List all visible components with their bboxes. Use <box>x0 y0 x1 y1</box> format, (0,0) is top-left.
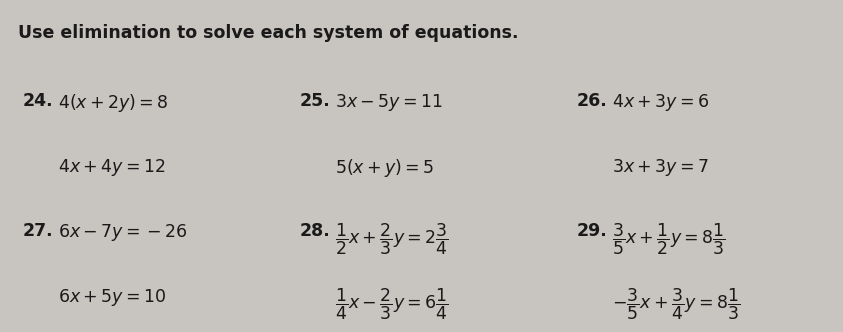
Text: 24.: 24. <box>23 92 53 110</box>
Text: Use elimination to solve each system of equations.: Use elimination to solve each system of … <box>19 24 518 42</box>
Text: $\dfrac{1}{4}x - \dfrac{2}{3}y = 6\dfrac{1}{4}$: $\dfrac{1}{4}x - \dfrac{2}{3}y = 6\dfrac… <box>335 287 448 322</box>
Text: $-\dfrac{3}{5}x + \dfrac{3}{4}y = 8\dfrac{1}{3}$: $-\dfrac{3}{5}x + \dfrac{3}{4}y = 8\dfra… <box>612 287 740 322</box>
Text: $3x - 5y = 11$: $3x - 5y = 11$ <box>335 92 443 113</box>
Text: 29.: 29. <box>577 222 608 240</box>
Text: 28.: 28. <box>299 222 330 240</box>
Text: $4(x + 2y) = 8$: $4(x + 2y) = 8$ <box>57 92 169 114</box>
Text: $4x + 3y = 6$: $4x + 3y = 6$ <box>612 92 710 113</box>
Text: $\dfrac{1}{2}x + \dfrac{2}{3}y = 2\dfrac{3}{4}$: $\dfrac{1}{2}x + \dfrac{2}{3}y = 2\dfrac… <box>335 222 448 257</box>
Text: $3x + 3y = 7$: $3x + 3y = 7$ <box>612 157 709 178</box>
Text: $\dfrac{3}{5}x + \dfrac{1}{2}y = 8\dfrac{1}{3}$: $\dfrac{3}{5}x + \dfrac{1}{2}y = 8\dfrac… <box>612 222 726 257</box>
Text: 26.: 26. <box>577 92 608 110</box>
Text: $5(x + y) = 5$: $5(x + y) = 5$ <box>335 157 434 179</box>
Text: $6x + 5y = 10$: $6x + 5y = 10$ <box>57 287 166 308</box>
Text: 27.: 27. <box>23 222 53 240</box>
Text: $6x - 7y = -26$: $6x - 7y = -26$ <box>57 222 187 243</box>
Text: 25.: 25. <box>299 92 330 110</box>
Text: $4x + 4y = 12$: $4x + 4y = 12$ <box>57 157 165 178</box>
